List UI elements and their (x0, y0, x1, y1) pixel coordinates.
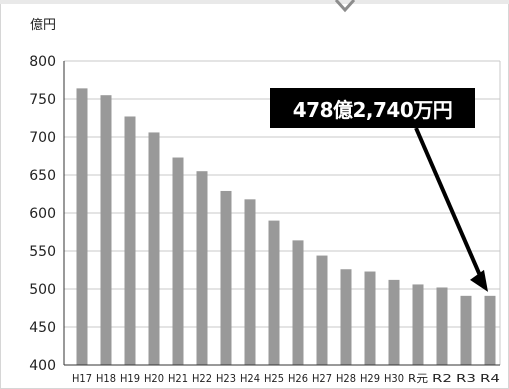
bar (124, 116, 136, 365)
bar (388, 279, 400, 365)
x-tick-label: H26 (288, 372, 308, 385)
x-tick-label: H17 (72, 372, 92, 385)
gridlines (64, 60, 500, 366)
arrow-mark-icon (334, 0, 356, 13)
y-tick-label: 450 (29, 320, 56, 336)
bar (100, 95, 112, 365)
axes (63, 61, 501, 366)
bar (340, 269, 352, 365)
y-tick-label: 550 (29, 244, 56, 260)
x-tick-label: H30 (384, 372, 404, 385)
x-tick-label: H29 (360, 372, 380, 385)
x-tick-labels: H17 H18 H19 H20 H21 H22 H23 H24 H25 H26 H27 H28 H29 H… (72, 372, 500, 385)
top-rule (0, 0, 509, 4)
x-tick-label: R2 (432, 372, 452, 385)
bar (292, 240, 304, 365)
y-tick-label: 800 (29, 54, 56, 70)
x-tick-label: H22 (192, 372, 212, 385)
x-tick-label: H24 (240, 372, 260, 385)
x-tick-label: H27 (312, 372, 332, 385)
bar (412, 284, 424, 365)
y-tick-labels: 400 450 500 550 600 650 700 750 800 (29, 54, 56, 374)
y-tick-label: 750 (29, 92, 56, 108)
bar (460, 295, 472, 365)
bar (76, 88, 88, 366)
x-tick-label: H18 (96, 372, 116, 385)
y-tick-label: 500 (29, 282, 56, 298)
x-tick-label: R元 (408, 372, 428, 385)
bar (436, 287, 448, 365)
y-tick-label: 400 (29, 358, 56, 374)
annotation-arrow (414, 127, 488, 292)
bar (220, 190, 232, 365)
bar (148, 132, 160, 365)
y-axis-unit-label: 億円 (30, 18, 57, 33)
x-tick-label: R3 (456, 372, 476, 385)
y-tick-label: 650 (29, 168, 56, 184)
bar (484, 295, 496, 365)
bar (364, 271, 376, 365)
bar (268, 220, 280, 365)
bar (244, 199, 256, 365)
y-tick-label: 700 (29, 130, 56, 146)
annotation-arrow-shaft (414, 127, 483, 279)
bar (172, 157, 184, 365)
x-tick-label: H19 (120, 372, 140, 385)
x-tick-label: H28 (336, 372, 356, 385)
bar (196, 171, 208, 365)
x-tick-label: H20 (144, 372, 164, 385)
bars (76, 88, 496, 366)
bar (316, 255, 328, 365)
y-tick-label: 600 (29, 206, 56, 222)
x-tick-label: R4 (480, 372, 500, 385)
x-tick-label: H21 (168, 372, 188, 385)
x-tick-label: H23 (216, 372, 236, 385)
x-tick-label: H25 (264, 372, 284, 385)
annotation-callout: 478億2,740万円 (270, 88, 475, 128)
annotation-arrow-head (470, 269, 488, 292)
